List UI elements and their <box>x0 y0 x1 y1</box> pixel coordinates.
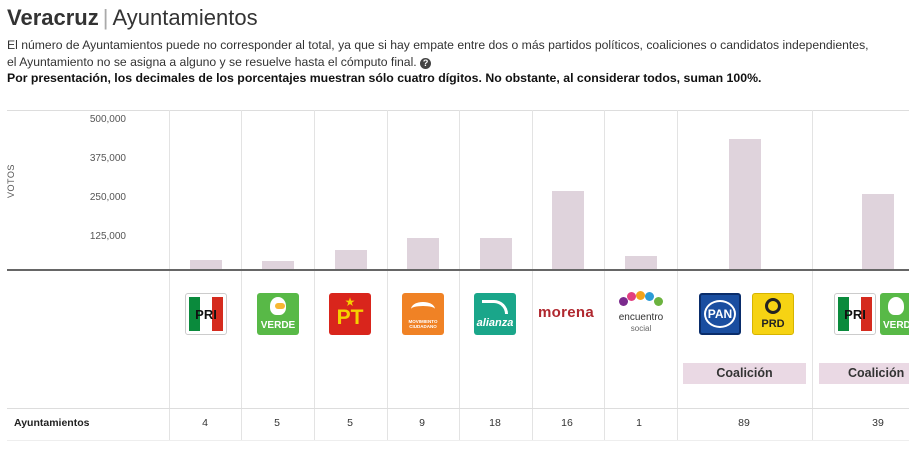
disclaimer-line-1: El número de Ayuntamientos puede no corr… <box>7 38 869 52</box>
count-cell: 4 <box>202 417 208 429</box>
row-divider <box>7 408 909 409</box>
count-cell: 89 <box>738 417 750 429</box>
count-cell: 16 <box>561 417 573 429</box>
verde-logo-coalition: VERDE <box>880 293 909 335</box>
grid-line <box>169 110 170 440</box>
panel-border <box>7 110 909 111</box>
title-separator: | <box>102 5 109 30</box>
na-logo-text: alianza <box>476 317 514 329</box>
prd-logo: PRD <box>752 293 794 335</box>
x-axis-baseline <box>7 269 909 271</box>
pri-logo-text: PRI <box>844 307 866 322</box>
bar-morena[interactable] <box>552 191 584 269</box>
pan-ring-icon <box>704 300 736 328</box>
page-title: Veracruz | Ayuntamientos <box>7 5 258 31</box>
verde-logo-text: VERDE <box>883 320 909 331</box>
coalition-badge: Coalición <box>683 363 806 384</box>
people-dots-icon <box>619 291 663 307</box>
es-logo-subtext: social <box>630 324 652 333</box>
grid-line <box>604 110 605 440</box>
bar-nueva-alianza[interactable] <box>480 238 512 269</box>
grid-line <box>459 110 460 440</box>
disclaimer-note: El número de Ayuntamientos puede no corr… <box>7 37 907 71</box>
star-icon: ★ <box>344 295 356 309</box>
count-cell: 9 <box>419 417 425 429</box>
bar-movimiento-ciudadano[interactable] <box>407 238 439 269</box>
count-cell: 5 <box>274 417 280 429</box>
pri-logo-text: PRI <box>195 307 217 322</box>
eagle-icon <box>411 302 435 316</box>
y-tick-label: 500,000 <box>89 114 126 125</box>
y-axis-label: VOTOS <box>6 164 16 198</box>
nueva-alianza-logo: alianza <box>474 293 516 335</box>
verde-logo: VERDE <box>257 293 299 335</box>
pan-logo: PAN <box>699 293 741 335</box>
es-logo-text: encuentro <box>618 312 664 323</box>
pri-logo-coalition: PRI <box>834 293 876 335</box>
sun-icon <box>765 298 781 314</box>
prd-logo-text: PRD <box>761 318 785 330</box>
question-circle-icon[interactable]: ? <box>420 58 432 69</box>
bar-pri-pvem[interactable] <box>862 194 894 269</box>
movimiento-ciudadano-logo: MOVIMIENTO CIUDADANO <box>402 293 444 335</box>
pri-logo: PRI <box>185 293 227 335</box>
state-name: Veracruz <box>7 5 99 30</box>
pt-logo: ★ PT <box>329 293 371 335</box>
grid-line <box>532 110 533 440</box>
disclaimer-line-2: el Ayuntamiento no se asigna a alguno y … <box>7 55 417 69</box>
count-cell: 39 <box>872 417 884 429</box>
morena-logo: morena <box>538 304 594 321</box>
percentages-note: Por presentación, los decimales de los p… <box>7 71 762 85</box>
grid-line <box>387 110 388 440</box>
bar-pt[interactable] <box>335 250 367 269</box>
swoosh-icon <box>482 300 508 314</box>
bar-pan-prd[interactable] <box>729 139 761 269</box>
y-tick-label: 375,000 <box>89 153 126 164</box>
row-divider-bottom <box>7 440 909 441</box>
bar-pvem[interactable] <box>262 261 294 269</box>
toucan-beak-icon <box>275 303 285 309</box>
grid-line <box>677 110 678 440</box>
encuentro-social-logo: encuentro social <box>611 291 671 339</box>
ayuntamientos-row-label: Ayuntamientos <box>14 417 90 429</box>
y-tick-label: 125,000 <box>89 231 126 242</box>
grid-line <box>241 110 242 440</box>
pan-logo-text: PAN <box>707 307 733 321</box>
toucan-icon <box>888 297 904 315</box>
bar-encuentro-social[interactable] <box>625 256 657 269</box>
verde-logo-text: VERDE <box>260 320 296 331</box>
count-cell: 5 <box>347 417 353 429</box>
grid-line <box>314 110 315 440</box>
coalition-badge: Coalición <box>819 363 909 384</box>
pt-logo-text: PT <box>336 306 364 329</box>
count-cell: 1 <box>636 417 642 429</box>
y-tick-label: 250,000 <box>89 192 126 203</box>
mc-logo-text: MOVIMIENTO CIUDADANO <box>408 319 438 329</box>
bar-pri[interactable] <box>190 260 222 269</box>
section-name: Ayuntamientos <box>112 5 258 30</box>
grid-line <box>812 110 813 440</box>
count-cell: 18 <box>489 417 501 429</box>
